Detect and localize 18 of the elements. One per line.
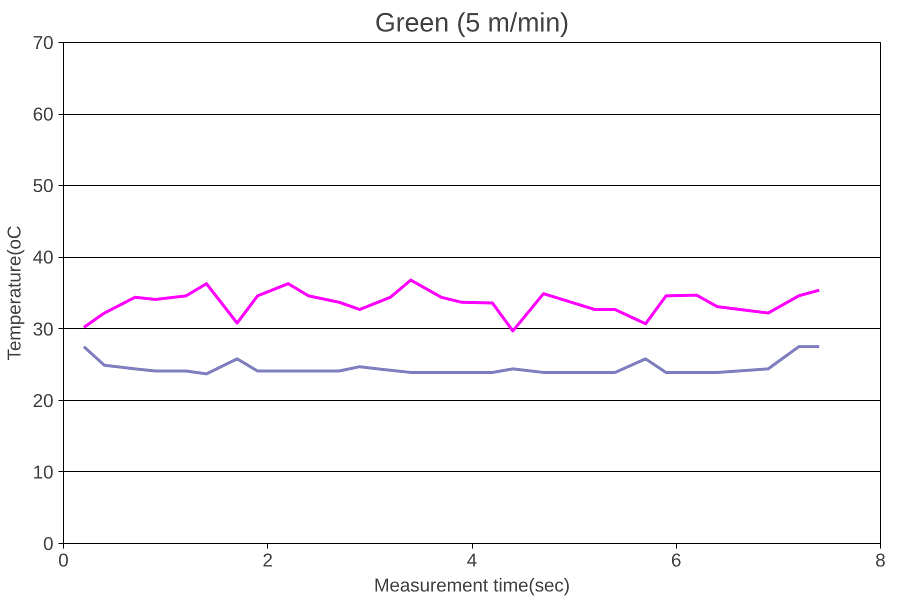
x-tick-label: 8 [875, 550, 886, 570]
y-tick-label: 70 [32, 32, 54, 53]
x-tick-label: 6 [671, 550, 682, 570]
x-tick-label: 2 [262, 550, 273, 570]
y-axis-title: Temperature(oC [4, 226, 25, 360]
y-tick-label: 30 [32, 318, 54, 340]
chart-title: Green (5 m/min) [374, 8, 570, 38]
y-tick-label: 0 [43, 533, 54, 554]
line-series [82, 345, 821, 376]
x-tick-label: 4 [466, 550, 478, 570]
y-tick-label: 10 [32, 461, 54, 482]
y-tick-label: 60 [32, 104, 54, 125]
y-tick-label: 20 [32, 390, 54, 411]
x-tick-label: 0 [58, 550, 69, 570]
line-series [82, 278, 821, 332]
y-tick-label: 50 [32, 175, 54, 196]
y-tick-label: 40 [32, 246, 54, 268]
x-axis-title: Measurement time(sec) [374, 574, 570, 596]
